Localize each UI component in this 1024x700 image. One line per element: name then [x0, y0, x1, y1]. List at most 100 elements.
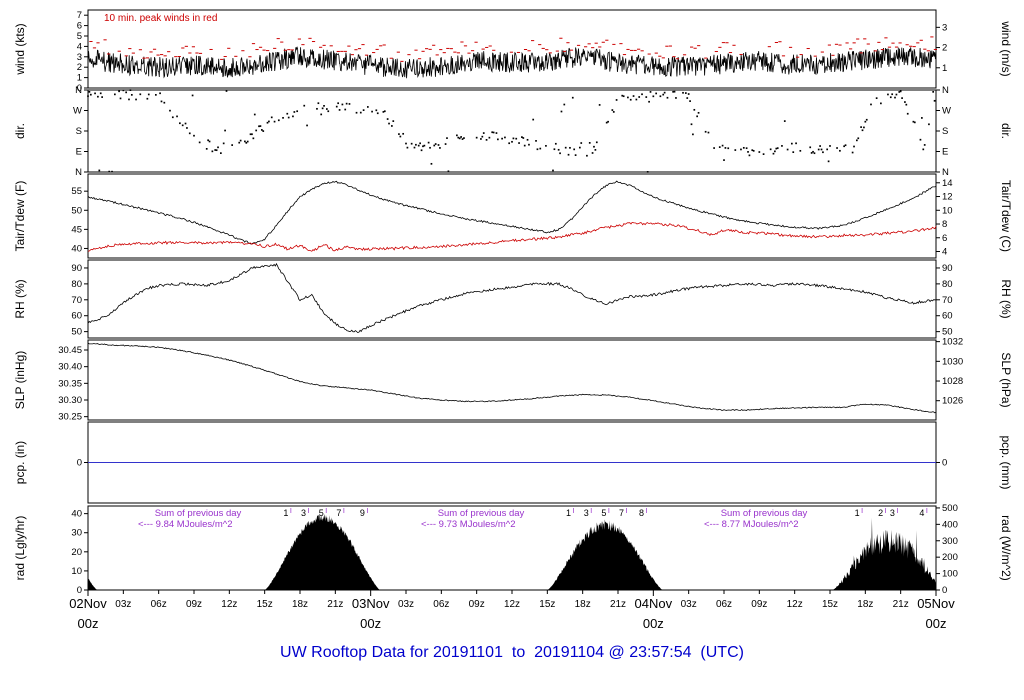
- y-tick-label-right: 300: [942, 536, 958, 547]
- y-axis-label-right: wind (m/s): [999, 20, 1013, 76]
- x-tick-label: 21z: [893, 599, 909, 610]
- series-Tair: [87, 180, 937, 245]
- mj-cumulative-mark: 1: [283, 508, 288, 518]
- y-tick-label-left: E: [76, 147, 82, 158]
- y-tick-label-left: 6: [77, 21, 82, 32]
- y-tick-label-left: 50: [71, 205, 82, 216]
- x-date-label-hour: 00z: [360, 616, 381, 631]
- sum-line1: Sum of previous day: [154, 508, 242, 519]
- y-tick-label-left: 30.45: [58, 345, 82, 356]
- y-tick-label-right: 14: [942, 178, 953, 189]
- y-tick-label-right: 200: [942, 552, 958, 563]
- y-tick-label-left: 70: [71, 295, 82, 306]
- y-tick-label-left: 0: [77, 83, 82, 94]
- y-tick-label-right: E: [942, 147, 948, 158]
- y-tick-label-left: 40: [71, 243, 82, 254]
- mj-cumulative-mark: 3: [584, 508, 589, 518]
- sum-line1: Sum of previous day: [720, 508, 808, 519]
- y-axis-label-left: RH (%): [13, 279, 27, 318]
- series-relative-humidity: [87, 262, 937, 334]
- sum-line2: <--- 9.73 MJoules/m^2: [421, 519, 516, 530]
- x-tick-label: 09z: [469, 599, 485, 610]
- x-tick-label: 09z: [751, 599, 767, 610]
- x-tick-label: 12z: [221, 599, 237, 610]
- y-tick-label-right: 1032: [942, 337, 963, 348]
- y-tick-label-left: 7: [77, 10, 82, 21]
- y-axis-label-right: SLP (hPa): [999, 352, 1013, 407]
- y-axis-label-left: dir.: [13, 123, 27, 139]
- y-tick-label-left: N: [75, 167, 82, 178]
- x-tick-label: 03z: [115, 599, 131, 610]
- y-tick-label-left: 3: [77, 52, 82, 63]
- x-date-label-hour: 00z: [78, 616, 99, 631]
- y-tick-label-left: 50: [71, 327, 82, 338]
- sum-line2: <--- 8.77 MJoules/m^2: [704, 519, 799, 530]
- x-tick-label: 21z: [610, 599, 626, 610]
- y-axis-label-left: rad (Lgly/hr): [13, 516, 27, 581]
- y-axis-label-left: SLP (inHg): [13, 351, 27, 409]
- y-tick-label-right: 2: [942, 43, 947, 54]
- y-tick-label-right: 12: [942, 192, 953, 203]
- panel-pcp: 0 0 pcp. (in) pcp. (mm): [13, 421, 1013, 504]
- series-wind-speed: [87, 46, 937, 79]
- x-tick-label: 06z: [716, 599, 732, 610]
- y-axis-label-left: Tair/Tdew (F): [13, 181, 27, 252]
- y-tick-label-left: 2: [77, 62, 82, 73]
- y-tick-label-left: 30.30: [58, 395, 82, 406]
- panel-rh: 90 80 70 60 50 90 80 70 60 50 RH (%) RH (%): [13, 259, 1013, 339]
- x-tick-label: 15z: [822, 599, 838, 610]
- y-tick-label-left: W: [73, 106, 82, 117]
- panel-slp: 30.45 30.40 30.35 30.30 30.25 1032 1030 1028 102…: [13, 337, 1013, 423]
- y-axis-label-left: pcp. (in): [13, 441, 27, 484]
- y-tick-label-left: N: [75, 85, 82, 96]
- y-tick-label-right: S: [942, 126, 948, 137]
- radiation-sum-annotation-day2: Sum of previous day <--- 9.73 MJoules/m^…: [421, 508, 541, 530]
- y-tick-label-left: 45: [71, 224, 82, 235]
- y-axis-label-right: dir.: [999, 123, 1013, 139]
- y-axis-label-left: wind (kts): [13, 23, 27, 75]
- series-sea-level-pressure: [87, 342, 937, 414]
- mj-cumulative-mark: 5: [601, 508, 606, 518]
- y-tick-label-left: 0: [77, 585, 82, 596]
- y-axis-label-right: rad (W/m^2): [999, 515, 1013, 581]
- y-tick-label-left: 40: [71, 509, 82, 520]
- radiation-sum-annotation-day1: Sum of previous day <--- 9.84 MJoules/m^…: [138, 508, 258, 530]
- x-tick-label: 06z: [151, 599, 167, 610]
- mj-cumulative-mark: 1: [566, 508, 571, 518]
- mj-cumulative-mark: 5: [319, 508, 324, 518]
- y-tick-label-right: 1026: [942, 396, 963, 407]
- y-tick-label-left: 80: [71, 279, 82, 290]
- chart-title: UW Rooftop Data for 20191101 to 20191104…: [280, 644, 744, 661]
- x-axis: 03z 06z 09z 12z 15z 18z 21z 03z 06z 09z 12z 15z 18z 2…: [69, 590, 955, 631]
- y-tick-label-left: 30.40: [58, 362, 82, 373]
- y-tick-label-right: 500: [942, 503, 958, 514]
- y-tick-label-left: 5: [77, 31, 82, 42]
- x-date-label: 04Nov: [635, 596, 673, 611]
- y-tick-label-right: 70: [942, 295, 953, 306]
- x-tick-label: 12z: [504, 599, 520, 610]
- mj-cumulative-mark: 8: [639, 508, 644, 518]
- series-wind-direction: [87, 89, 936, 173]
- x-tick-label: 09z: [186, 599, 202, 610]
- sum-line1: Sum of previous day: [437, 508, 525, 519]
- y-tick-label-right: W: [942, 106, 951, 117]
- y-tick-label-left: 30.35: [58, 378, 82, 389]
- y-tick-label-left: S: [76, 126, 82, 137]
- mj-cumulative-mark: 3: [301, 508, 306, 518]
- y-tick-label-left: 90: [71, 263, 82, 274]
- series-solar-radiation: [88, 514, 936, 590]
- y-tick-label-right: N: [942, 167, 949, 178]
- mj-cumulative-mark: 4: [919, 508, 924, 518]
- y-tick-label-right: 1: [942, 63, 947, 74]
- radiation-sum-annotation-day3: Sum of previous day <--- 8.77 MJoules/m^…: [704, 508, 824, 530]
- y-tick-label-right: N: [942, 85, 949, 96]
- y-tick-label-right: 100: [942, 569, 958, 580]
- x-date-label-hour: 00z: [643, 616, 664, 631]
- y-tick-label-right: 400: [942, 519, 958, 530]
- y-tick-label-right: 0: [942, 458, 947, 469]
- y-tick-label-right: 0: [942, 585, 947, 596]
